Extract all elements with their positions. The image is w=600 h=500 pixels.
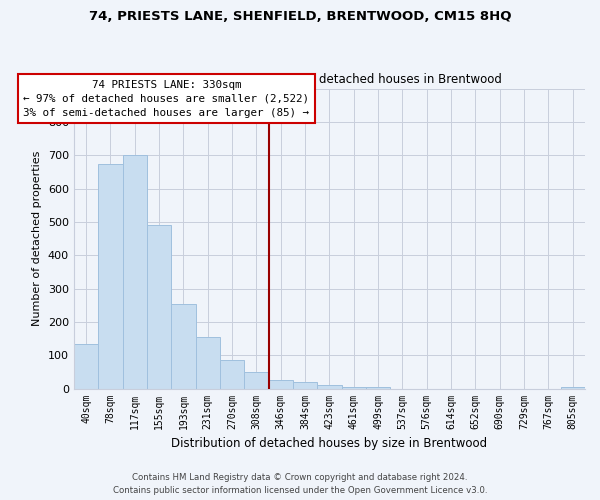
Bar <box>293 382 317 388</box>
Y-axis label: Number of detached properties: Number of detached properties <box>32 151 43 326</box>
Bar <box>366 387 390 388</box>
Bar <box>171 304 196 388</box>
Bar <box>196 337 220 388</box>
Bar <box>317 385 341 388</box>
Bar <box>560 387 585 388</box>
Text: 74, PRIESTS LANE, SHENFIELD, BRENTWOOD, CM15 8HQ: 74, PRIESTS LANE, SHENFIELD, BRENTWOOD, … <box>89 10 511 23</box>
Bar <box>122 155 147 388</box>
Title: Size of property relative to detached houses in Brentwood: Size of property relative to detached ho… <box>157 73 502 86</box>
X-axis label: Distribution of detached houses by size in Brentwood: Distribution of detached houses by size … <box>172 437 487 450</box>
Bar <box>147 225 171 388</box>
Text: 74 PRIESTS LANE: 330sqm
← 97% of detached houses are smaller (2,522)
3% of semi-: 74 PRIESTS LANE: 330sqm ← 97% of detache… <box>23 80 310 118</box>
Bar <box>220 360 244 388</box>
Bar <box>98 164 122 388</box>
Text: Contains HM Land Registry data © Crown copyright and database right 2024.
Contai: Contains HM Land Registry data © Crown c… <box>113 474 487 495</box>
Bar <box>269 380 293 388</box>
Bar <box>74 344 98 388</box>
Bar <box>341 387 366 388</box>
Bar <box>244 372 269 388</box>
